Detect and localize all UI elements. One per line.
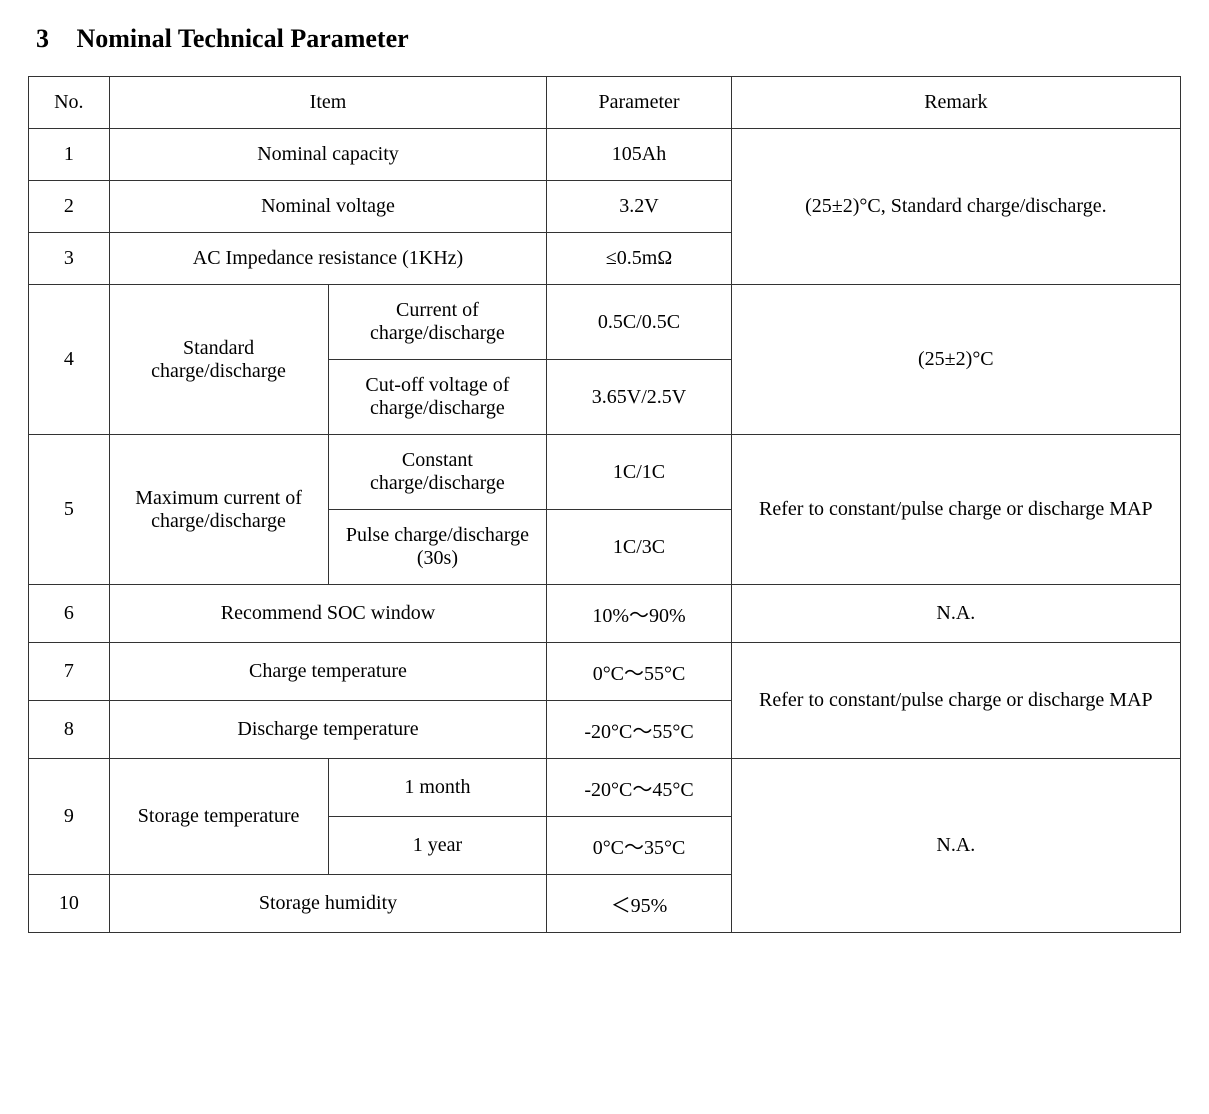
cell-no: 3	[29, 233, 110, 285]
cell-param: ＜95%	[547, 875, 731, 933]
cell-param: 105Ah	[547, 129, 731, 181]
cell-param: ≤0.5mΩ	[547, 233, 731, 285]
cell-remark: (25±2)°C	[731, 285, 1180, 435]
cell-no: 8	[29, 701, 110, 759]
table-row: 6 Recommend SOC window 10%～90% N.A.	[29, 585, 1181, 643]
parameters-table: No. Item Parameter Remark 1 Nominal capa…	[28, 76, 1181, 933]
cell-item: Standard charge/discharge	[109, 285, 328, 435]
cell-param: 0°C～35°C	[547, 817, 731, 875]
header-parameter: Parameter	[547, 77, 731, 129]
cell-remark: (25±2)°C, Standard charge/discharge.	[731, 129, 1180, 285]
cell-subitem: 1 year	[328, 817, 547, 875]
table-row: 9 Storage temperature 1 month -20°C～45°C…	[29, 759, 1181, 817]
cell-item: AC Impedance resistance (1KHz)	[109, 233, 547, 285]
cell-no: 2	[29, 181, 110, 233]
section-heading: 3 Nominal Technical Parameter	[36, 24, 1181, 54]
cell-subitem: Current of charge/discharge	[328, 285, 547, 360]
cell-no: 1	[29, 129, 110, 181]
cell-remark: N.A.	[731, 759, 1180, 933]
cell-remark: Refer to constant/pulse charge or discha…	[731, 435, 1180, 585]
cell-no: 9	[29, 759, 110, 875]
header-remark: Remark	[731, 77, 1180, 129]
cell-param: -20°C～45°C	[547, 759, 731, 817]
cell-param: 10%～90%	[547, 585, 731, 643]
cell-item: Nominal capacity	[109, 129, 547, 181]
cell-param: 0.5C/0.5C	[547, 285, 731, 360]
table-row: 5 Maximum current of charge/discharge Co…	[29, 435, 1181, 510]
cell-param: 3.65V/2.5V	[547, 360, 731, 435]
cell-item: Discharge temperature	[109, 701, 547, 759]
header-no: No.	[29, 77, 110, 129]
cell-subitem: Pulse charge/discharge (30s)	[328, 510, 547, 585]
cell-item: Storage humidity	[109, 875, 547, 933]
cell-no: 7	[29, 643, 110, 701]
table-row: 4 Standard charge/discharge Current of c…	[29, 285, 1181, 360]
cell-item: Maximum current of charge/discharge	[109, 435, 328, 585]
section-number: 3	[36, 24, 70, 54]
table-row: 1 Nominal capacity 105Ah (25±2)°C, Stand…	[29, 129, 1181, 181]
cell-no: 10	[29, 875, 110, 933]
cell-param: 3.2V	[547, 181, 731, 233]
cell-subitem: Cut-off voltage of charge/discharge	[328, 360, 547, 435]
cell-item: Nominal voltage	[109, 181, 547, 233]
header-item: Item	[109, 77, 547, 129]
table-header-row: No. Item Parameter Remark	[29, 77, 1181, 129]
cell-no: 6	[29, 585, 110, 643]
table-row: 7 Charge temperature 0°C～55°C Refer to c…	[29, 643, 1181, 701]
cell-subitem: 1 month	[328, 759, 547, 817]
cell-no: 4	[29, 285, 110, 435]
cell-no: 5	[29, 435, 110, 585]
cell-item: Charge temperature	[109, 643, 547, 701]
cell-param: 0°C～55°C	[547, 643, 731, 701]
cell-item: Storage temperature	[109, 759, 328, 875]
cell-param: 1C/3C	[547, 510, 731, 585]
cell-remark: N.A.	[731, 585, 1180, 643]
cell-param: 1C/1C	[547, 435, 731, 510]
cell-subitem: Constant charge/discharge	[328, 435, 547, 510]
section-title-text: Nominal Technical Parameter	[77, 24, 409, 53]
cell-item: Recommend SOC window	[109, 585, 547, 643]
cell-remark: Refer to constant/pulse charge or discha…	[731, 643, 1180, 759]
cell-param: -20°C～55°C	[547, 701, 731, 759]
